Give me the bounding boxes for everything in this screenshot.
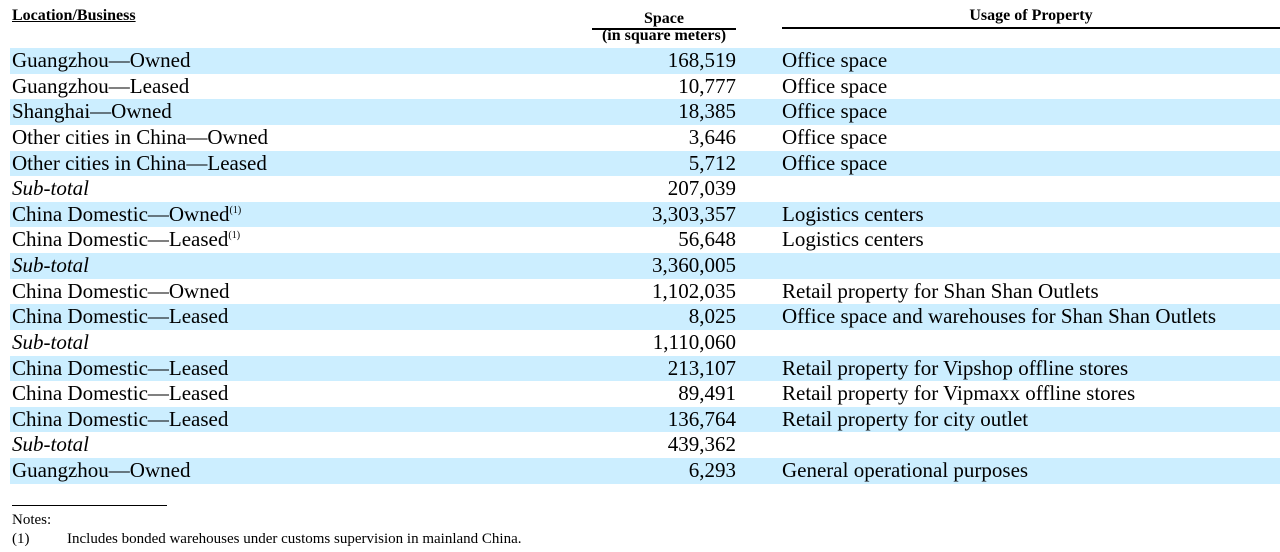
- location-text: Sub-total: [12, 253, 89, 277]
- table-row: Shanghai—Owned 18,385 Office space: [10, 99, 1280, 125]
- usage-cell: General operational purposes: [782, 458, 1029, 482]
- notes-divider: [12, 505, 167, 506]
- location-text: Guangzhou—Leased: [12, 73, 190, 98]
- usage-cell: Retail property for Vipshop offline stor…: [782, 355, 1129, 380]
- space-cell: 5,712: [688, 150, 736, 175]
- location-text: Sub-total: [12, 329, 89, 354]
- subtotal-label: Sub-total: [12, 176, 89, 201]
- table-row: China Domestic—Leased 136,764 Retail prope…: [10, 406, 1280, 433]
- footnote-text: Includes bonded warehouses under customs…: [67, 531, 522, 547]
- table-row: China Domestic—Leased 89,491 Retail proper…: [10, 381, 1280, 407]
- space-cell: 3,646: [688, 124, 736, 149]
- table-row: Guangzhou—Leased 10,777 Office space: [10, 74, 1280, 100]
- usage-cell: Retail property for Vipmaxx offline stor…: [782, 381, 1136, 406]
- space-cell: 8,025: [688, 304, 736, 329]
- space-cell: 56,648: [678, 227, 736, 252]
- table-row: Sub-total 439,362: [10, 432, 1280, 458]
- table-row: China Domestic—Leased 213,107 Retail prope…: [10, 355, 1280, 382]
- location-cell: Guangzhou—Leased: [12, 74, 189, 99]
- usage-column-header: Usage of Property: [969, 7, 1093, 24]
- location-text: China Domestic—Owned: [12, 278, 230, 303]
- table-row: Sub-total 3,360,005: [10, 253, 1280, 279]
- location-text: Guangzhou—Owned: [12, 48, 191, 72]
- space-header-unit: (in square meters): [601, 27, 727, 44]
- space-cell: 1,110,060: [652, 329, 736, 354]
- usage-cell: Office space: [782, 124, 888, 149]
- space-column-header: Space (in square meters): [592, 10, 736, 44]
- location-text: China Domestic—Leased: [12, 304, 229, 329]
- space-cell: 6,293: [688, 458, 736, 482]
- location-text: Sub-total: [12, 176, 89, 201]
- space-cell: 3,360,005: [652, 253, 736, 277]
- table-row: China Domestic—Owned(1) 3,303,357 Logistic…: [10, 201, 1280, 228]
- location-cell: China Domestic—Leased: [12, 304, 228, 329]
- location-text: China Domestic—Leased: [12, 227, 229, 252]
- table-row: China Domestic—Leased(1) 56,648 Logistics …: [10, 227, 1280, 253]
- space-cell: 439,362: [667, 432, 736, 457]
- property-table: Guangzhou—Owned 168,519 Office space Guangz…: [10, 48, 1280, 484]
- location-text: China Domestic—Leased: [12, 355, 229, 380]
- space-cell: 168,519: [667, 48, 736, 72]
- usage-cell: Office space and warehouses for Shan Sha…: [782, 304, 1217, 329]
- space-cell: 1,102,035: [652, 278, 736, 303]
- location-column-header: Location/Business: [12, 7, 136, 24]
- footnote-number: (1): [12, 531, 30, 547]
- usage-cell: Retail property for city outlet: [782, 406, 1029, 431]
- space-cell: 207,039: [667, 176, 736, 201]
- location-text: China Domestic—Owned: [12, 201, 230, 226]
- space-cell: 213,107: [667, 355, 736, 380]
- subtotal-label: Sub-total: [12, 432, 89, 457]
- location-text: Sub-total: [12, 432, 89, 457]
- usage-cell: Office space: [782, 73, 888, 98]
- location-text: Other cities in China—Owned: [12, 124, 269, 149]
- location-cell: Guangzhou—Owned: [12, 48, 190, 73]
- location-text: China Domestic—Leased: [12, 381, 229, 406]
- usage-cell: Retail property for Shan Shan Outlets: [782, 278, 1099, 303]
- footnote-marker: (1): [228, 230, 241, 242]
- table-row: Guangzhou—Owned 6,293 General operational …: [10, 458, 1280, 484]
- location-cell: China Domestic—Leased(1): [12, 227, 240, 252]
- space-cell: 10,777: [678, 73, 736, 98]
- usage-cell: Office space: [782, 150, 888, 175]
- notes-title: Notes:: [12, 512, 52, 528]
- table-row: Sub-total 1,110,060: [10, 330, 1280, 356]
- table-row: Guangzhou—Owned 168,519 Office space: [10, 48, 1280, 74]
- space-cell: 18,385: [678, 99, 736, 124]
- location-text: Other cities in China—Leased: [12, 150, 267, 175]
- subtotal-label: Sub-total: [12, 253, 89, 278]
- location-text: China Domestic—Leased: [12, 406, 229, 431]
- space-cell: 3,303,357: [652, 201, 736, 226]
- usage-cell: Logistics centers: [782, 201, 924, 226]
- subtotal-label: Sub-total: [12, 330, 89, 355]
- usage-header-rule: [782, 27, 1280, 29]
- usage-cell: Logistics centers: [782, 227, 924, 252]
- space-cell: 89,491: [678, 381, 736, 406]
- table-row: Sub-total 207,039: [10, 176, 1280, 202]
- location-cell: Shanghai—Owned: [12, 99, 172, 124]
- location-cell: China Domestic—Leased: [12, 381, 228, 406]
- location-cell: Guangzhou—Owned: [12, 458, 190, 483]
- table-row: Other cities in China—Owned 3,646 Office s…: [10, 125, 1280, 151]
- location-text: Shanghai—Owned: [12, 99, 172, 124]
- table-row: Other cities in China—Leased 5,712 Office …: [10, 150, 1280, 177]
- location-cell: China Domestic—Leased: [12, 356, 228, 381]
- location-cell: China Domestic—Leased: [12, 407, 228, 432]
- table-row: China Domestic—Leased 8,025 Office space a…: [10, 304, 1280, 330]
- location-cell: China Domestic—Owned(1): [12, 202, 241, 227]
- location-cell: Other cities in China—Leased: [12, 151, 267, 176]
- space-header-rule: [592, 28, 736, 30]
- space-header-title: Space: [644, 10, 684, 27]
- location-cell: Other cities in China—Owned: [12, 125, 268, 150]
- table-row: China Domestic—Owned 1,102,035 Retail prop…: [10, 279, 1280, 305]
- usage-cell: Office space: [782, 99, 888, 124]
- footnote-marker: (1): [229, 204, 242, 216]
- space-cell: 136,764: [667, 406, 736, 431]
- location-text: Guangzhou—Owned: [12, 458, 191, 482]
- usage-cell: Office space: [782, 48, 888, 72]
- location-cell: China Domestic—Owned: [12, 279, 230, 304]
